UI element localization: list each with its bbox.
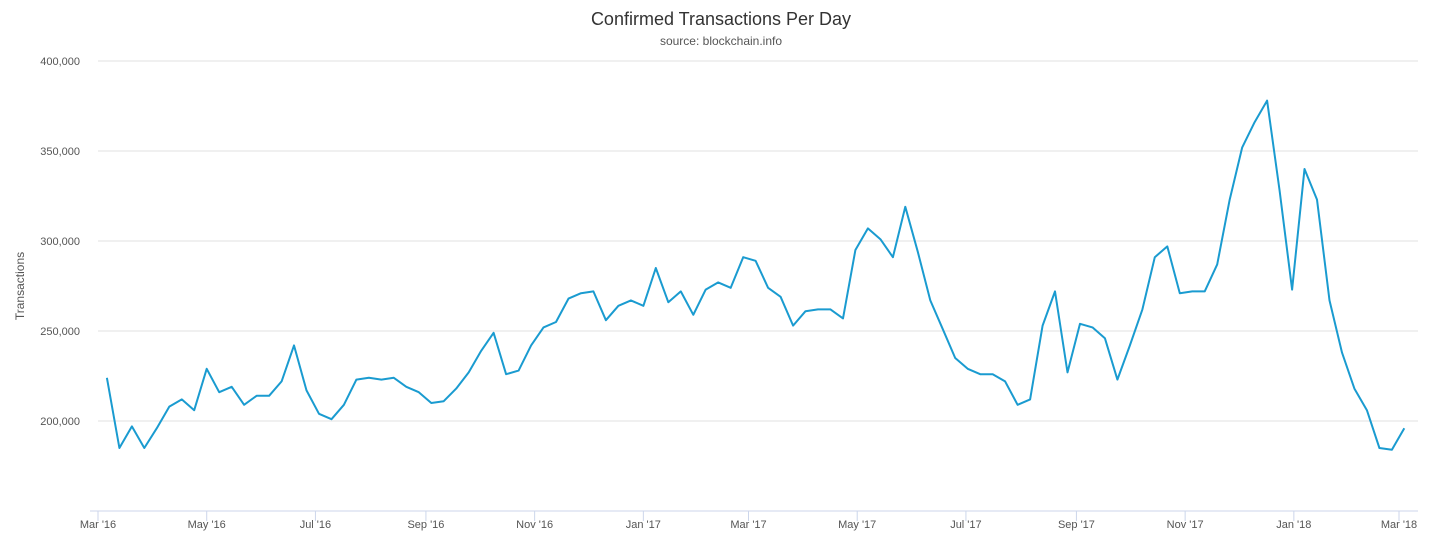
x-tick-label: Jan '18 [1276,519,1311,531]
x-tick-label: Sep '16 [407,519,444,531]
x-tick-label: Sep '17 [1058,519,1095,531]
x-tick-label: Mar '16 [80,519,116,531]
series-line [105,99,1406,451]
chart-subtitle: source: blockchain.info [660,34,782,48]
y-tick-label: 400,000 [40,56,80,68]
x-tick-label: Mar '17 [730,519,766,531]
y-tick-label: 350,000 [40,146,80,158]
x-axis: Mar '16 May '16 Jul '16 Sep '16 Nov '16 Jan '… [80,510,1418,531]
x-tick-label: Jan '17 [626,519,661,531]
x-tick-label: Jul '16 [300,519,331,531]
y-tick-label: 250,000 [40,326,80,338]
x-tick-label: Mar '18 [1381,519,1417,531]
chart-title: Confirmed Transactions Per Day [591,9,851,29]
gridlines [98,60,1418,422]
x-tick-label: Nov '17 [1167,519,1204,531]
y-axis: 200,000 250,000 300,000 350,000 400,000 [40,56,80,428]
x-tick-label: May '17 [838,519,876,531]
x-tick-label: Nov '16 [516,519,553,531]
x-tick-label: May '16 [188,519,226,531]
y-tick-label: 300,000 [40,236,80,248]
x-tick-label: Jul '17 [950,519,981,531]
y-tick-label: 200,000 [40,416,80,428]
y-axis-title: Transactions [13,252,27,320]
